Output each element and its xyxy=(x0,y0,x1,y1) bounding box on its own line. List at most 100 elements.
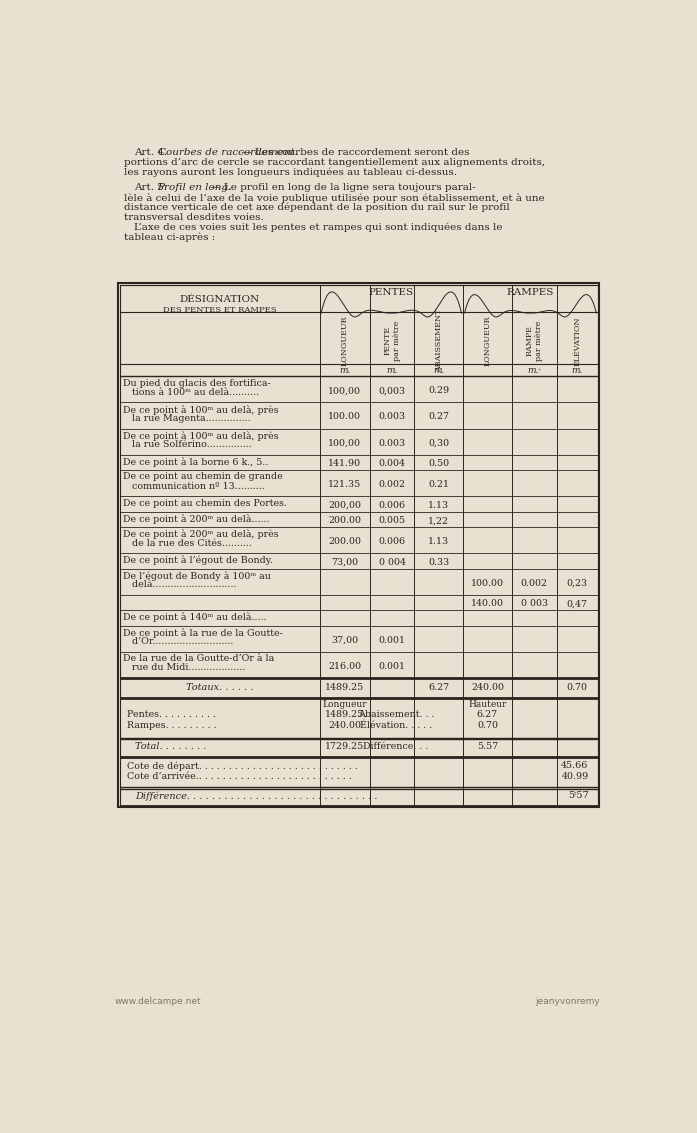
Bar xyxy=(120,284,598,806)
Text: RAMPE
par mètre: RAMPE par mètre xyxy=(526,321,543,361)
Text: PENTES: PENTES xyxy=(369,289,414,298)
Text: 73,00: 73,00 xyxy=(331,557,358,566)
Text: 1.13: 1.13 xyxy=(428,537,449,546)
Text: Totaux. . . . . .: Totaux. . . . . . xyxy=(186,683,254,692)
Text: 0 003: 0 003 xyxy=(521,599,548,608)
Text: De l’égout de Bondy à 100ᵐ au: De l’égout de Bondy à 100ᵐ au xyxy=(123,571,270,581)
Text: 0.006: 0.006 xyxy=(378,501,406,510)
Text: ÉLÉVATION: ÉLÉVATION xyxy=(574,316,581,366)
Text: De ce point à 140ᵐ au delà.....: De ce point à 140ᵐ au delà..... xyxy=(123,613,266,622)
Text: De ce point à 200ᵐ au delà, près: De ce point à 200ᵐ au delà, près xyxy=(123,529,278,539)
Text: 1489.25: 1489.25 xyxy=(325,683,365,692)
Text: LONGUEUR: LONGUEUR xyxy=(341,315,348,366)
Text: 140.00: 140.00 xyxy=(471,599,504,608)
Text: 216.00: 216.00 xyxy=(328,662,361,671)
Text: 121.35: 121.35 xyxy=(328,480,362,489)
Text: 37,00: 37,00 xyxy=(331,636,358,645)
Text: communication nº 13..........: communication nº 13.......... xyxy=(123,482,265,491)
Text: 200.00: 200.00 xyxy=(328,537,361,546)
Text: 200,00: 200,00 xyxy=(328,501,361,510)
Text: 0.27: 0.27 xyxy=(428,412,449,421)
Text: Abaissement. . .: Abaissement. . . xyxy=(358,710,434,719)
Text: 0.70: 0.70 xyxy=(567,683,588,692)
Text: Profil en long.: Profil en long. xyxy=(158,182,232,191)
Text: Art. 5.: Art. 5. xyxy=(134,182,170,191)
Text: Cote de départ. . . . . . . . . . . . . . . . . . . . . . . . . . .: Cote de départ. . . . . . . . . . . . . … xyxy=(128,761,358,770)
Text: Courbes de raccordement.: Courbes de raccordement. xyxy=(158,147,298,156)
Text: 40.99: 40.99 xyxy=(561,772,588,781)
Text: rue du Midi...................: rue du Midi................... xyxy=(123,664,245,672)
Text: distance verticale de cet axe dépendant de la position du rail sur le profil: distance verticale de cet axe dépendant … xyxy=(124,203,510,213)
Text: 5.57: 5.57 xyxy=(477,742,498,751)
Text: m.: m. xyxy=(339,366,351,375)
Text: 0.50: 0.50 xyxy=(428,459,449,468)
Text: Rampes. . . . . . . . .: Rampes. . . . . . . . . xyxy=(128,722,217,730)
Text: De ce point au chemin des Portes.: De ce point au chemin des Portes. xyxy=(123,499,286,508)
Text: ABAISSEMENT: ABAISSEMENT xyxy=(435,309,443,373)
Text: la rue Magenta...............: la rue Magenta............... xyxy=(123,414,250,423)
Text: de la rue des Cités..........: de la rue des Cités.......... xyxy=(123,538,252,547)
Text: jeanyvonremy: jeanyvonremy xyxy=(535,997,600,1006)
Text: m.: m. xyxy=(433,366,444,375)
Text: 6.27: 6.27 xyxy=(428,683,449,692)
Text: 0.33: 0.33 xyxy=(428,557,449,566)
Text: d’Or...........................: d’Or........................... xyxy=(123,637,233,646)
Text: 0.29: 0.29 xyxy=(428,386,449,395)
Text: portions d’arc de cercle se raccordant tangentiellement aux alignements droits,: portions d’arc de cercle se raccordant t… xyxy=(124,157,546,167)
Text: — Le profil en long de la ligne sera toujours paral-: — Le profil en long de la ligne sera tou… xyxy=(207,182,476,191)
Text: 0.003: 0.003 xyxy=(378,412,406,421)
Text: 0,30: 0,30 xyxy=(428,438,449,448)
Text: 0,23: 0,23 xyxy=(567,579,588,588)
Text: 0.002: 0.002 xyxy=(521,579,548,588)
Text: Art. 4.: Art. 4. xyxy=(134,147,170,156)
Text: Hauteur: Hauteur xyxy=(468,699,507,708)
Text: De ce point à la rue de la Goutte-: De ce point à la rue de la Goutte- xyxy=(123,628,283,638)
Text: m.: m. xyxy=(572,366,583,375)
Text: 45.66: 45.66 xyxy=(561,761,588,770)
Text: 0,003: 0,003 xyxy=(378,386,406,395)
Text: 0.002: 0.002 xyxy=(378,480,406,489)
Bar xyxy=(118,283,599,808)
Text: De la rue de la Goutte-d’Or à la: De la rue de la Goutte-d’Or à la xyxy=(123,654,274,663)
Text: 0 004: 0 004 xyxy=(378,557,406,566)
Text: delà............................: delà............................ xyxy=(123,580,236,589)
Text: 0.006: 0.006 xyxy=(378,537,406,546)
Text: Longueur: Longueur xyxy=(323,699,367,708)
Text: De ce point à 200ᵐ au delà......: De ce point à 200ᵐ au delà...... xyxy=(123,514,269,523)
Text: 1729.25: 1729.25 xyxy=(325,742,365,751)
Text: tableau ci-après :: tableau ci-après : xyxy=(124,233,215,242)
Text: — Les courbes de raccordement seront des: — Les courbes de raccordement seront des xyxy=(238,147,470,156)
Text: De ce point à 100ᵐ au delà, près: De ce point à 100ᵐ au delà, près xyxy=(123,404,278,415)
Text: 240.00: 240.00 xyxy=(328,722,361,730)
Text: 0.005: 0.005 xyxy=(378,517,406,526)
Text: 6.27: 6.27 xyxy=(477,710,498,719)
Text: 0.21: 0.21 xyxy=(428,480,449,489)
Text: 100,00: 100,00 xyxy=(328,386,361,395)
Text: LONGUEUR: LONGUEUR xyxy=(484,315,491,366)
Text: DÉSIGNATION: DÉSIGNATION xyxy=(180,296,260,305)
Text: 1,22: 1,22 xyxy=(428,517,449,526)
Text: Pentes. . . . . . . . . .: Pentes. . . . . . . . . . xyxy=(128,710,217,719)
Text: 0.003: 0.003 xyxy=(378,438,406,448)
Text: 0,47: 0,47 xyxy=(567,599,588,608)
Text: 1489.25: 1489.25 xyxy=(325,710,365,719)
Text: tions à 100ᵐ au delà..........: tions à 100ᵐ au delà.......... xyxy=(123,387,259,397)
Text: 240.00: 240.00 xyxy=(471,683,504,692)
Text: Différence. . . . . . . . . . . . . . . . . . . . . . . . . . . . . . .: Différence. . . . . . . . . . . . . . . … xyxy=(135,791,378,801)
Text: De ce point au chemin de grande: De ce point au chemin de grande xyxy=(123,472,282,482)
Text: PENTE
par mètre: PENTE par mètre xyxy=(383,321,401,361)
Text: 0.001: 0.001 xyxy=(378,636,406,645)
Text: De ce point à la borne 6 k., 5..: De ce point à la borne 6 k., 5.. xyxy=(123,457,268,467)
Text: transversal desdites voies.: transversal desdites voies. xyxy=(124,213,264,222)
Text: 100.00: 100.00 xyxy=(471,579,504,588)
Text: 200.00: 200.00 xyxy=(328,517,361,526)
Text: 1.13: 1.13 xyxy=(428,501,449,510)
Text: De ce point à l’égout de Bondy.: De ce point à l’égout de Bondy. xyxy=(123,555,273,565)
Text: la rue Solférino...............: la rue Solférino............... xyxy=(123,440,252,449)
Text: Du pied du glacis des fortifica-: Du pied du glacis des fortifica- xyxy=(123,378,270,387)
Text: 5ᵗ57: 5ᵗ57 xyxy=(568,791,588,800)
Text: Cote d’arrivée.. . . . . . . . . . . . . . . . . . . . . . . . . .: Cote d’arrivée.. . . . . . . . . . . . .… xyxy=(128,772,352,781)
Text: 100.00: 100.00 xyxy=(328,412,361,421)
Text: m.·: m.· xyxy=(527,366,542,375)
Text: 0.70: 0.70 xyxy=(477,722,498,730)
